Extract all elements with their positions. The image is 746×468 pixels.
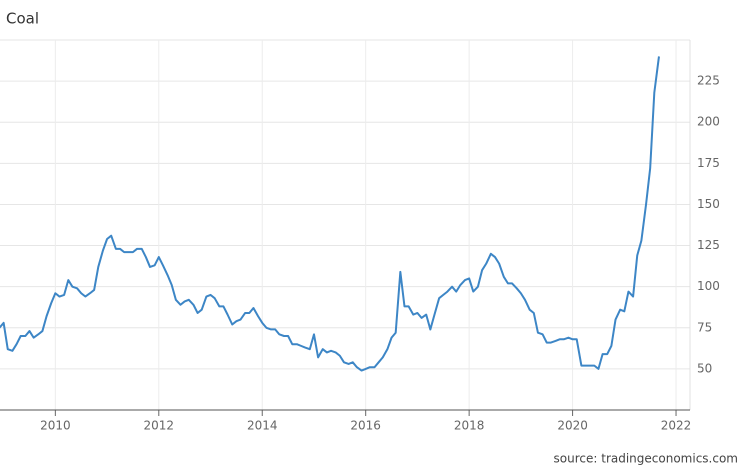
y-tick-label: 225 — [697, 74, 720, 88]
y-tick-label: 50 — [697, 361, 712, 375]
x-tick-label: 2014 — [247, 419, 278, 433]
source-note: source: tradingeconomics.com — [554, 452, 738, 466]
y-tick-label: 175 — [697, 156, 720, 170]
x-tick-label: 2020 — [557, 419, 588, 433]
y-tick-label: 125 — [697, 238, 720, 252]
y-tick-label: 75 — [697, 320, 712, 334]
x-tick-label: 2018 — [454, 419, 485, 433]
y-tick-label: 200 — [697, 115, 720, 129]
y-tick-label: 100 — [697, 279, 720, 293]
chart-title: Coal — [6, 10, 39, 28]
x-tick-label: 2010 — [40, 419, 71, 433]
x-tick-label: 2012 — [144, 419, 175, 433]
x-tick-label: 2022 — [661, 419, 692, 433]
data-line — [0, 56, 660, 372]
y-tick-label: 150 — [697, 197, 720, 211]
x-tick-label: 2016 — [350, 419, 381, 433]
